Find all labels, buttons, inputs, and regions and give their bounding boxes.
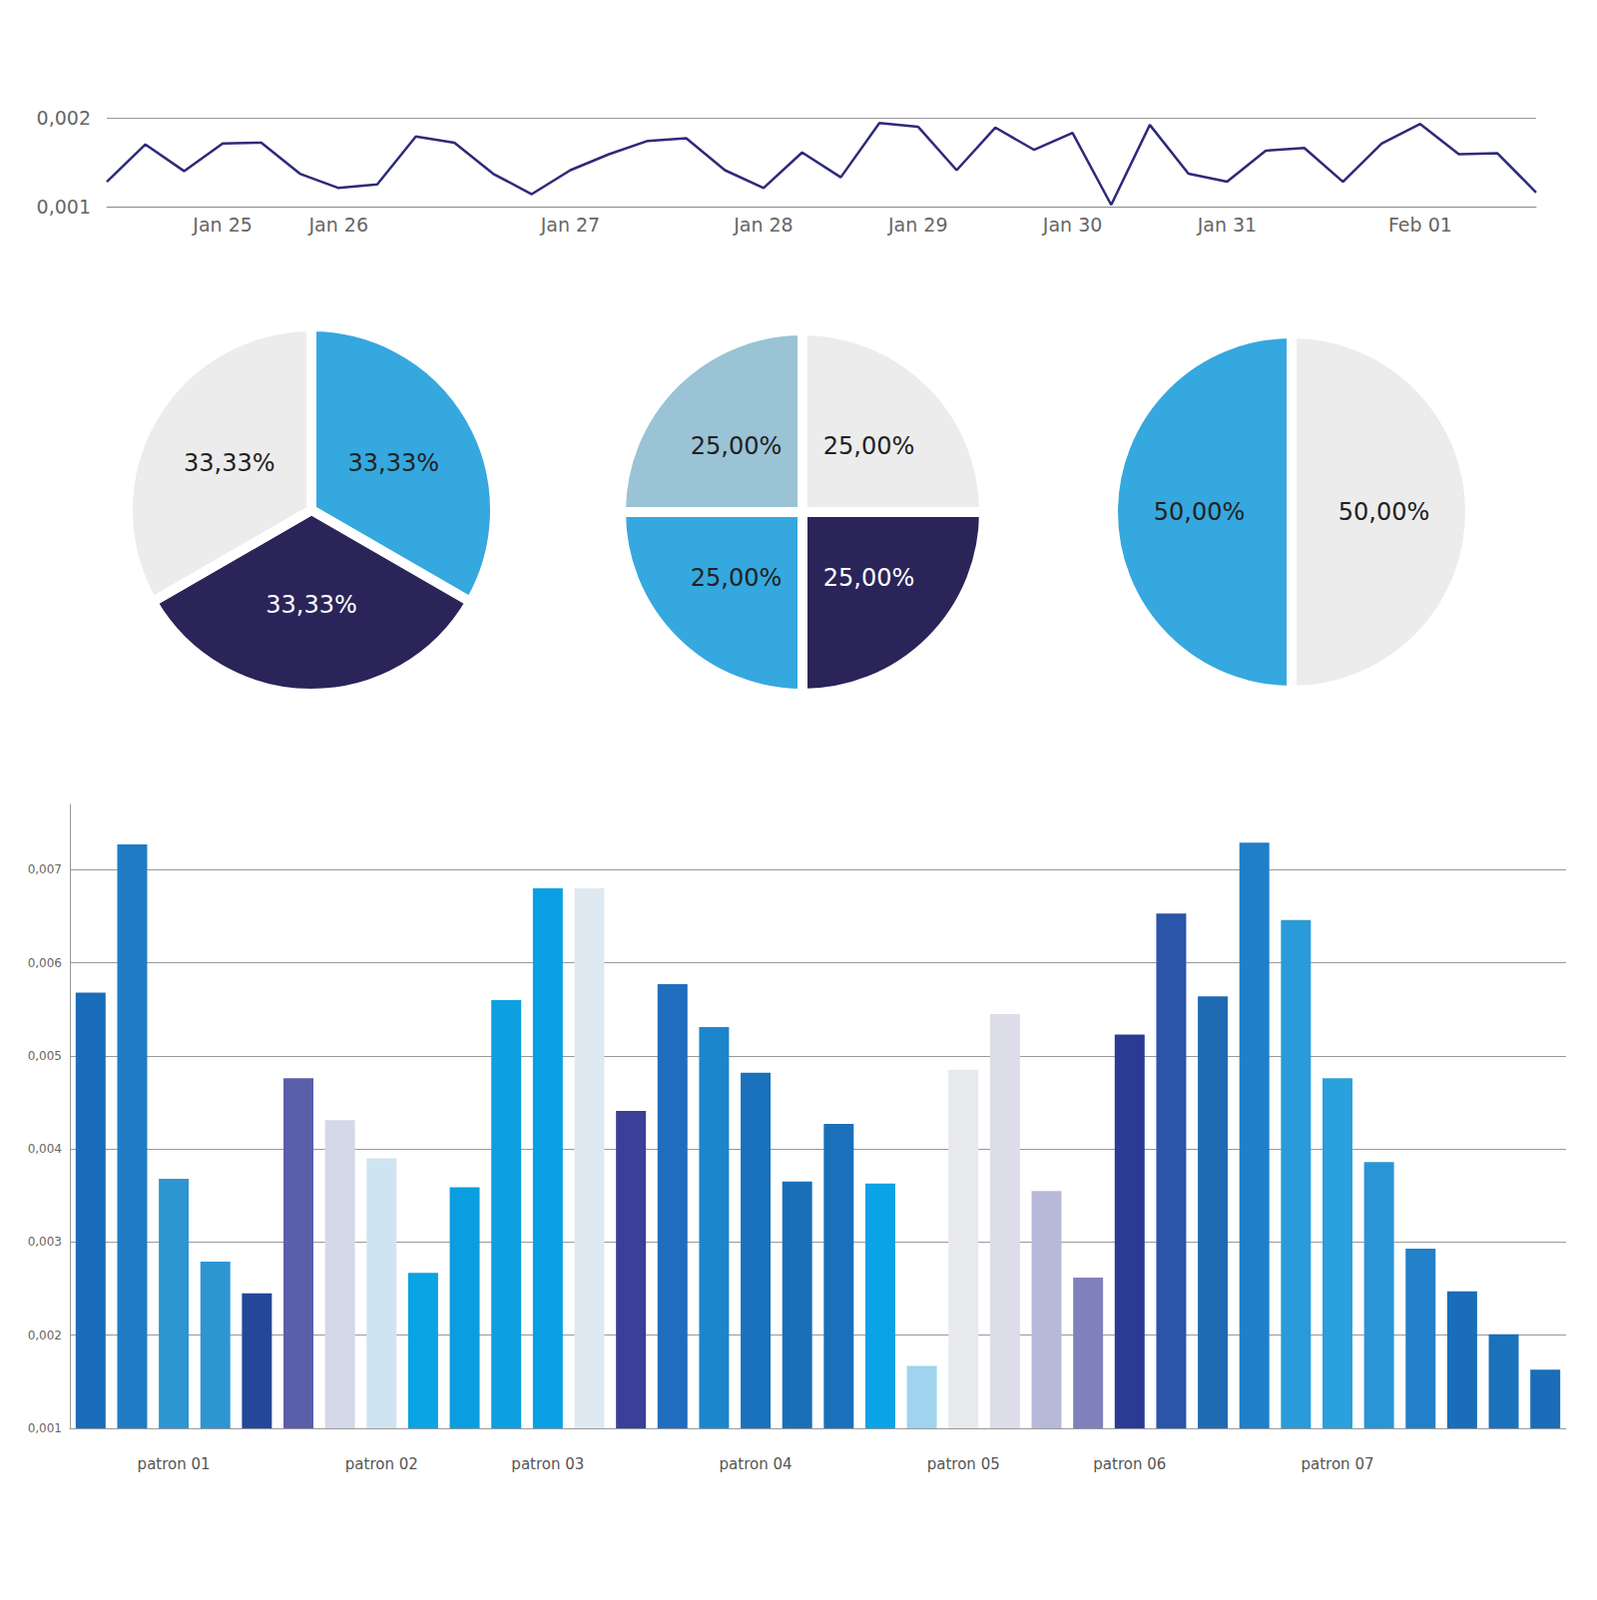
svg-text:0,003: 0,003 [27,1234,62,1249]
svg-text:patron 01: patron 01 [137,1455,211,1474]
svg-text:patron 06: patron 06 [1092,1455,1166,1474]
svg-text:0,004: 0,004 [27,1141,62,1156]
svg-text:patron 04: patron 04 [719,1455,793,1474]
svg-text:50,00%: 50,00% [1153,498,1246,527]
svg-text:0,001: 0,001 [27,1421,62,1436]
svg-text:Jan 28: Jan 28 [732,213,794,236]
svg-text:33,33%: 33,33% [348,449,441,478]
svg-text:25,00%: 25,00% [690,563,783,592]
svg-text:33,33%: 33,33% [183,449,276,478]
svg-text:25,00%: 25,00% [823,563,916,592]
svg-text:patron 05: patron 05 [927,1455,1001,1474]
svg-text:0,006: 0,006 [27,956,62,971]
svg-text:0,007: 0,007 [27,862,62,877]
svg-text:Jan 27: Jan 27 [539,213,601,236]
svg-text:50,00%: 50,00% [1338,498,1431,527]
svg-text:patron 07: patron 07 [1300,1455,1374,1474]
svg-text:Jan 26: Jan 26 [307,213,369,236]
svg-text:patron 02: patron 02 [345,1455,419,1474]
svg-text:0,002: 0,002 [36,106,91,129]
svg-text:Jan 31: Jan 31 [1196,213,1258,236]
svg-text:33,33%: 33,33% [265,590,358,619]
svg-text:Jan 25: Jan 25 [191,213,253,236]
svg-text:Jan 29: Jan 29 [887,213,949,236]
svg-text:25,00%: 25,00% [690,432,783,461]
svg-text:patron 03: patron 03 [511,1455,584,1474]
svg-text:Feb 01: Feb 01 [1388,213,1453,236]
svg-text:0,002: 0,002 [27,1328,62,1343]
svg-text:0,005: 0,005 [27,1049,62,1064]
svg-text:0,001: 0,001 [36,195,91,218]
svg-text:25,00%: 25,00% [823,432,916,461]
svg-text:Jan 30: Jan 30 [1042,213,1103,236]
